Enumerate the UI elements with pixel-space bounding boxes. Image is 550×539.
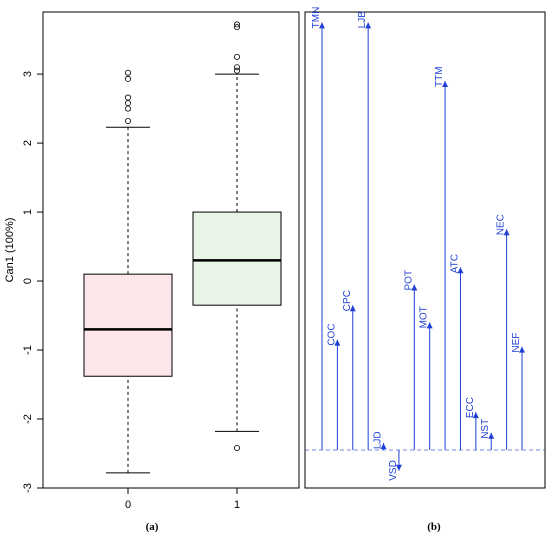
arrow-head [395, 464, 402, 471]
arrow-head [488, 432, 495, 439]
arrow-head [349, 305, 356, 312]
arrow-pot: POT [403, 270, 418, 451]
arrow-atc: ATC [449, 254, 464, 451]
arrow-nef: NEF [511, 333, 525, 451]
arrow-head [519, 346, 525, 353]
arrow-head [472, 412, 479, 419]
y-tick-label: 0 [22, 278, 34, 284]
variable-label: COC [326, 323, 337, 345]
arrow-ljb: LJB [357, 11, 372, 451]
outlier-point [233, 21, 240, 28]
arrow-head [319, 22, 325, 29]
arrow-head [426, 322, 433, 329]
arrow-ttm: TTM [434, 66, 449, 451]
y-axis-title: Can1 (100%) [4, 218, 16, 283]
arrow-head [411, 284, 418, 291]
variable-label: POT [403, 270, 414, 291]
outlier-point [125, 117, 132, 124]
outlier-point [233, 64, 240, 71]
arrow-vsd: VSD [388, 450, 402, 481]
panel-b: TMN COC CPC LJB LJD VSD POT MOT TTM ATC ECC NST NEC N… [304, 7, 546, 533]
variable-label: MOT [419, 306, 430, 328]
arrow-nec: NEC [496, 214, 510, 451]
variable-label: CPC [342, 290, 353, 311]
x-tick-label: 0 [125, 499, 131, 511]
variable-arrows: TMN COC CPC LJB LJD VSD POT MOT TTM ATC ECC NST NEC N… [311, 7, 525, 481]
y-tick-label: 3 [22, 71, 34, 77]
y-tick-label: -2 [22, 414, 34, 424]
variable-label: NEC [496, 214, 507, 235]
panel-b-frame [304, 11, 546, 489]
variable-label: LJB [357, 11, 368, 29]
y-tick-label: -3 [22, 483, 34, 493]
boxplots [83, 21, 282, 474]
outlier-point [125, 94, 132, 101]
outlier-point [125, 75, 132, 82]
panel-label-a: (a) [146, 521, 159, 533]
arrow-head [457, 267, 464, 274]
arrow-head [334, 339, 341, 346]
arrow-ecc: ECC [465, 397, 479, 451]
y-tick-label: 2 [22, 140, 34, 146]
arrow-ljd: LJD [373, 431, 387, 451]
variable-label: TMN [311, 7, 322, 29]
outlier-point [233, 53, 240, 60]
arrow-cpc: CPC [342, 290, 356, 451]
arrow-tmn: TMN [311, 7, 325, 451]
arrow-head [503, 229, 510, 236]
arrow-nst: NST [480, 419, 495, 451]
boxplot-0 [83, 69, 173, 474]
box [83, 273, 173, 377]
x-tick-label: 1 [234, 499, 240, 511]
variable-label: ECC [465, 397, 476, 418]
arrow-head [380, 443, 387, 450]
variable-label: ATC [449, 254, 460, 273]
outlier-point [125, 69, 132, 76]
outlier-point [233, 24, 240, 31]
y-axis: -3 -2 -1 0 1 2 3 [22, 71, 43, 493]
outlier-point [233, 444, 240, 451]
arrow-head [442, 80, 449, 87]
variable-label: NST [480, 419, 491, 439]
panel-a-frame [42, 11, 300, 489]
variable-label: TTM [434, 66, 445, 87]
outlier-point [233, 67, 240, 74]
y-tick-label: -1 [22, 345, 34, 355]
boxplot-1 [192, 21, 282, 451]
box [192, 211, 282, 306]
outlier-point [125, 105, 132, 112]
arrow-head [365, 22, 372, 29]
arrow-mot: MOT [419, 306, 433, 451]
variable-label: LJD [373, 431, 384, 449]
outlier-point [125, 100, 132, 107]
panel-label-b: (b) [427, 521, 441, 533]
variable-label: VSD [388, 460, 399, 481]
y-tick-label: 1 [22, 209, 34, 215]
variable-label: NEF [511, 333, 522, 353]
arrow-coc: COC [326, 323, 341, 451]
